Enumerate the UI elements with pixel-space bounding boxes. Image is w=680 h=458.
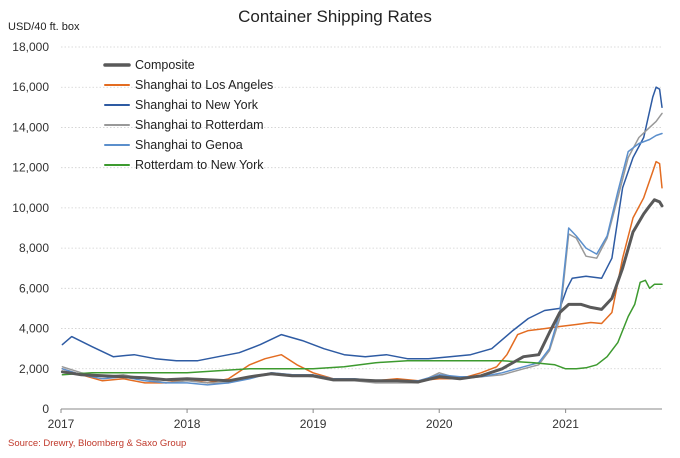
series-line-shanghai-to-rotterdam	[61, 112, 663, 384]
y-tick-label: 2,000	[19, 362, 49, 376]
series-line-composite	[60, 198, 664, 384]
y-tick-label: 0	[42, 402, 49, 416]
y-tick-label: 16,000	[12, 80, 49, 94]
y-tick-label: 18,000	[12, 40, 49, 54]
x-tick-label: 2020	[426, 417, 453, 431]
gridlines	[61, 46, 662, 370]
legend-label: Shanghai to Rotterdam	[135, 118, 264, 132]
legend-label: Composite	[135, 58, 195, 72]
legend: Composite Shanghai to Los Angeles Shanghai…	[103, 58, 273, 172]
y-tick-label: 6,000	[19, 281, 49, 295]
legend-label: Rotterdam to New York	[135, 158, 264, 172]
series-line-rotterdam-to-new-york	[61, 279, 663, 376]
legend-label: Shanghai to Los Angeles	[135, 78, 273, 92]
x-tick-label: 2017	[48, 417, 75, 431]
legend-label: Shanghai to New York	[135, 98, 259, 112]
series-line-shanghai-to-genoa	[61, 132, 663, 386]
y-tick-label: 8,000	[19, 241, 49, 255]
legend-label: Shanghai to Genoa	[135, 138, 243, 152]
x-tick-label: 2018	[174, 417, 201, 431]
y-tick-label: 14,000	[12, 120, 49, 134]
y-axis-label: USD/40 ft. box	[8, 21, 80, 33]
x-tick-label: 2021	[552, 417, 579, 431]
axes: 0 2,000 4,000 6,000 8,000 10,000 12,000 14,000 1…	[12, 40, 662, 431]
y-tick-label: 12,000	[12, 161, 49, 175]
series-line-shanghai-to-new-york	[61, 86, 663, 362]
source-note: Source: Drewry, Bloomberg & Saxo Group	[8, 438, 186, 449]
y-tick-label: 10,000	[12, 201, 49, 215]
series-line-shanghai-to-los-angeles	[61, 160, 663, 384]
chart-title: Container Shipping Rates	[238, 7, 432, 26]
y-tick-label: 4,000	[19, 322, 49, 336]
series-lines	[60, 86, 664, 386]
x-tick-label: 2019	[300, 417, 327, 431]
